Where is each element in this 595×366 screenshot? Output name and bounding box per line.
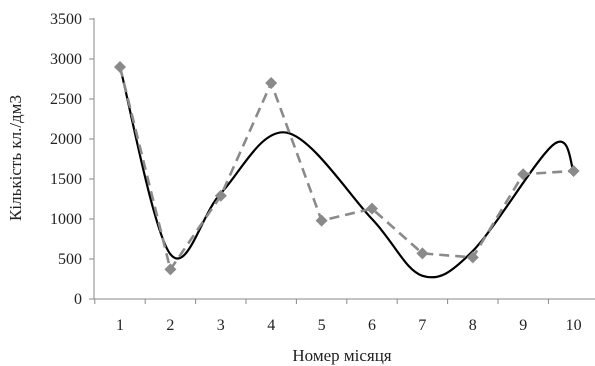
data-point-diamond [416, 247, 429, 260]
y-tick-label: 2500 [50, 91, 82, 108]
x-tick-label: 1 [116, 317, 124, 334]
data-point-diamond [315, 214, 328, 227]
x-tick-label: 2 [166, 317, 174, 334]
x-axis-ticks: 1 2 3 4 5 6 7 8 9 10 [94, 299, 582, 334]
y-axis-title: Кількість кл./дм3 [6, 95, 25, 221]
y-tick-label: 0 [74, 291, 82, 308]
series-dashed-line [118, 66, 574, 273]
x-tick-label: 5 [318, 317, 326, 334]
x-tick-label: 6 [368, 317, 376, 334]
x-axis-title: Номер місяця [292, 346, 391, 365]
plot-area [114, 61, 580, 279]
data-point-diamond [114, 61, 126, 73]
y-axis-ticks: 0 500 1000 1500 2000 2500 3000 3500 [50, 11, 94, 308]
y-tick-label: 3000 [50, 51, 82, 68]
series-solid-line [118, 66, 575, 279]
x-tick-label: 4 [267, 317, 275, 334]
x-tick-label: 10 [566, 317, 582, 334]
x-tick-label: 8 [469, 317, 477, 334]
x-tick-label: 7 [418, 317, 426, 334]
data-point-diamond [517, 168, 530, 181]
data-point-diamond [366, 202, 378, 215]
data-point-diamond [164, 263, 177, 276]
y-tick-label: 3500 [50, 11, 82, 28]
data-point-diamond [466, 251, 479, 264]
y-tick-label: 500 [58, 251, 82, 268]
x-tick-label: 3 [217, 317, 225, 334]
x-tick-label: 9 [519, 317, 527, 334]
y-tick-label: 1500 [50, 171, 82, 188]
data-point-diamond [265, 77, 278, 89]
y-tick-label: 2000 [50, 131, 82, 148]
data-point-diamond [214, 189, 227, 202]
data-point-diamond [567, 165, 580, 177]
y-tick-label: 1000 [50, 211, 82, 228]
